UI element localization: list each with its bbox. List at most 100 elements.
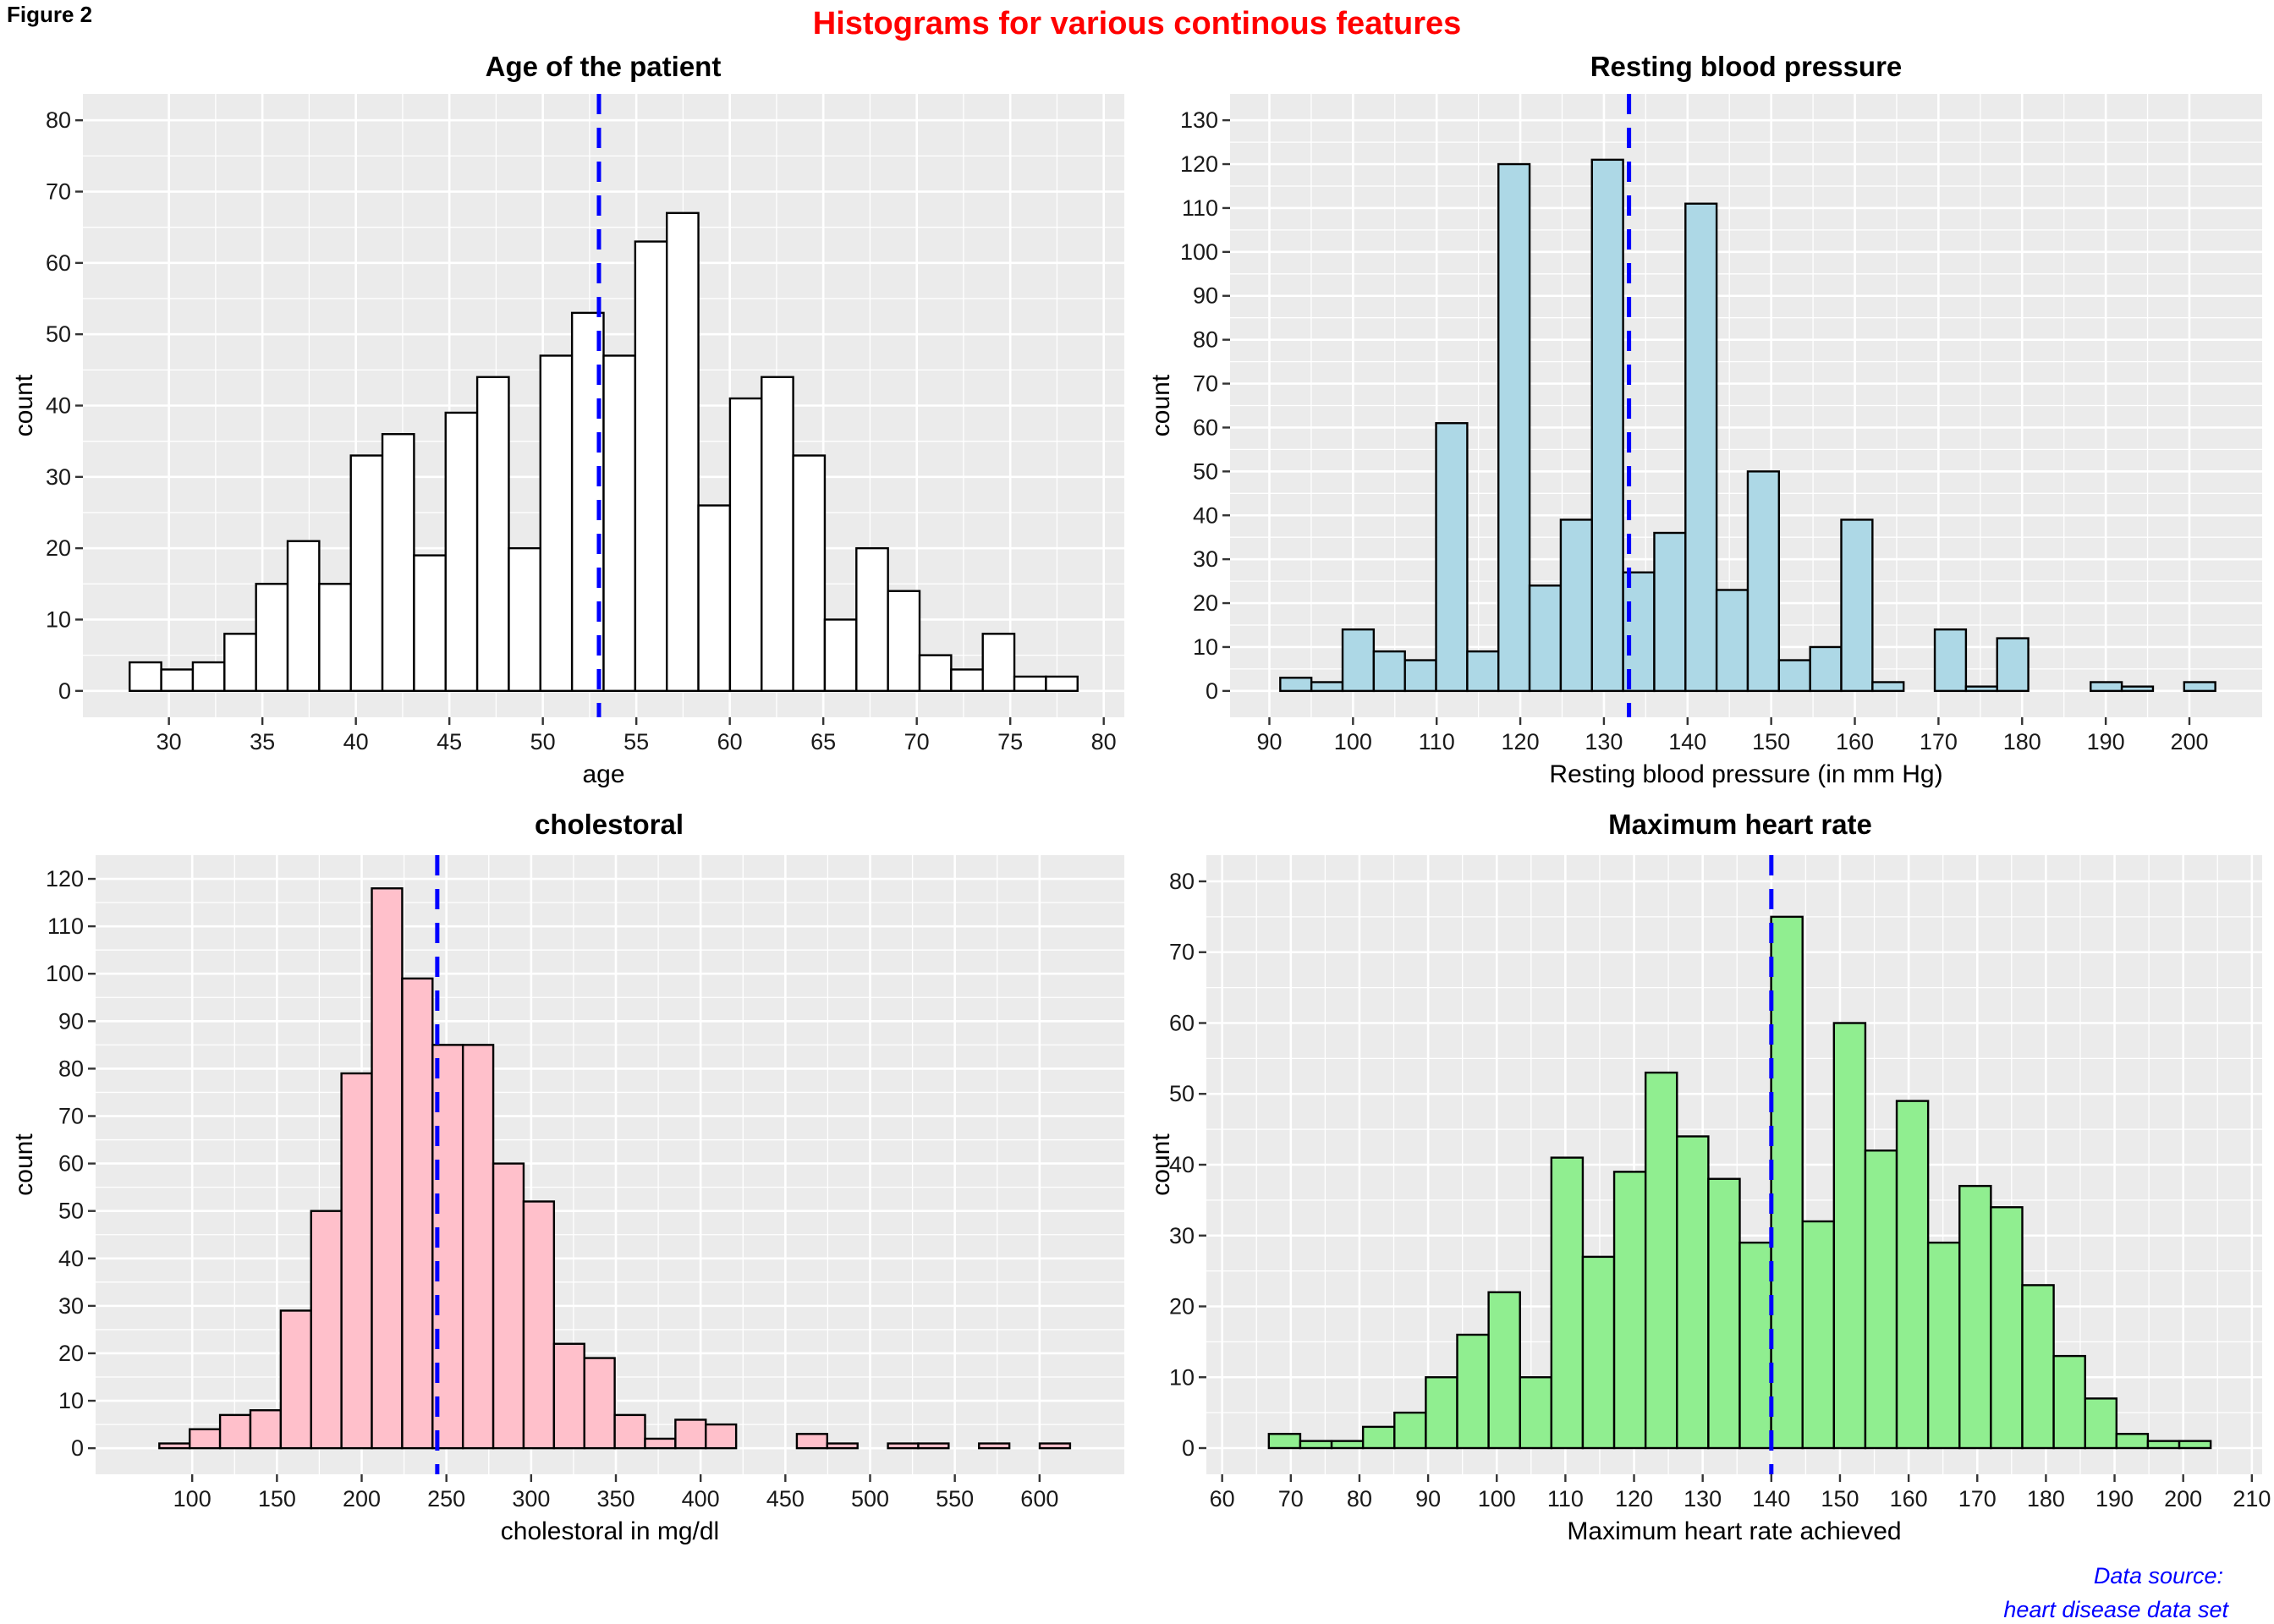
y-tick-label: 40 (1193, 502, 1218, 528)
histogram-bar (2183, 681, 2216, 693)
x-tick-label: 55 (623, 729, 649, 754)
x-tick-label: 170 (1958, 1486, 1997, 1512)
panel-title: Age of the patient (486, 51, 722, 82)
histogram-bar (2120, 685, 2155, 693)
y-tick-label: 100 (46, 961, 84, 986)
histogram-bar (1612, 1171, 1647, 1450)
histogram-bar (1487, 1291, 1521, 1450)
x-tick-label: 180 (2027, 1486, 2065, 1512)
histogram-bar (2146, 1440, 2181, 1450)
histogram-bar (1864, 1149, 1898, 1450)
y-tick-label: 40 (46, 393, 71, 419)
histogram-bar (2021, 1284, 2055, 1450)
y-tick-label: 40 (58, 1246, 84, 1271)
histogram-bar (1777, 659, 1811, 693)
histogram-bar (1341, 628, 1376, 693)
histogram-bar (1519, 1376, 1553, 1450)
histogram-bar (665, 211, 700, 692)
histogram-bar (697, 504, 732, 692)
histogram-bar (1456, 1333, 1490, 1450)
y-tick-label: 120 (46, 866, 84, 892)
histogram-bar (1361, 1425, 1396, 1450)
histogram-bar (160, 668, 195, 692)
histogram-bar (1013, 675, 1047, 692)
histogram-bar (1299, 1440, 1333, 1450)
histogram-bar (978, 1442, 1011, 1450)
histogram-bar (522, 1200, 556, 1450)
histogram-bar (644, 1437, 677, 1450)
x-tick-label: 130 (1684, 1486, 1722, 1512)
histogram-bar (792, 454, 827, 692)
histogram-bar (887, 590, 921, 692)
y-tick-label: 80 (58, 1056, 84, 1081)
y-tick-label: 130 (1180, 107, 1218, 133)
y-tick-label: 110 (1182, 195, 1218, 221)
histogram-bar (381, 433, 415, 692)
panel-title: cholestoral (535, 809, 684, 840)
histogram-bar (1990, 1206, 2024, 1450)
x-tick-label: 45 (437, 729, 462, 754)
x-tick-label: 450 (766, 1486, 805, 1512)
x-tick-label: 180 (2003, 729, 2041, 754)
x-tick-label: 90 (1256, 729, 1282, 754)
histogram-bar (1550, 1156, 1585, 1450)
histogram-bar (1964, 685, 1998, 693)
x-tick-label: 190 (2095, 1486, 2134, 1512)
y-tick-label: 30 (1193, 546, 1218, 572)
histogram-bar (1801, 1220, 1836, 1450)
x-axis-title: cholestoral in mg/dl (501, 1517, 719, 1545)
histogram-bar (158, 1442, 191, 1450)
x-tick-label: 80 (1347, 1486, 1372, 1512)
y-tick-label: 0 (58, 678, 71, 704)
bars (1267, 915, 2212, 1450)
x-axis: 100 150 200 250 300 350 400 450 500 550 600 (173, 1474, 1058, 1512)
histogram-bar (1958, 1184, 1992, 1450)
histogram-bar (795, 1433, 829, 1450)
y-tick-label: 120 (1180, 151, 1218, 177)
y-tick-label: 20 (1193, 590, 1218, 616)
caption-line-1: Data source: (2094, 1563, 2223, 1588)
y-tick-label: 90 (58, 1008, 84, 1034)
x-tick-label: 600 (1020, 1486, 1058, 1512)
histogram-bar (1684, 202, 1718, 693)
histogram-bar (1738, 1241, 1772, 1450)
histogram-bar (1045, 675, 1079, 692)
histogram-bar (1310, 681, 1344, 693)
histogram-bar (492, 1162, 525, 1450)
x-tick-label: 110 (1547, 1486, 1584, 1512)
histogram-bar (508, 546, 542, 692)
histogram-bar (1809, 645, 1843, 693)
y-tick-label: 10 (1193, 634, 1218, 660)
histogram-bar (1466, 650, 1500, 693)
x-tick-label: 120 (1502, 729, 1540, 754)
x-axis: 30 35 40 45 50 55 60 65 70 75 80 (157, 717, 1117, 754)
x-tick-label: 60 (1210, 1486, 1235, 1512)
x-tick-label: 65 (810, 729, 836, 754)
x-tick-label: 70 (1278, 1486, 1304, 1512)
histogram-bar (1926, 1241, 1961, 1450)
histogram-bar (1996, 637, 2030, 693)
x-tick-label: 120 (1615, 1486, 1653, 1512)
x-tick-label: 250 (427, 1486, 465, 1512)
y-tick-label: 110 (47, 914, 84, 939)
x-tick-label: 75 (997, 729, 1023, 754)
y-tick-label: 50 (46, 321, 71, 347)
y-tick-label: 10 (1169, 1364, 1195, 1390)
histogram-bar (1590, 158, 1624, 693)
histogram-panel-cholesterol: cholestoral 100 150 200 250 300 350 400 450 500 55… (10, 809, 1124, 1545)
histogram-bar (249, 1409, 283, 1450)
y-axis: 0 10 20 30 40 50 60 70 80 (46, 107, 83, 704)
histogram-bar (917, 1442, 950, 1450)
histogram-bar (634, 240, 668, 692)
y-tick-label: 100 (1180, 239, 1218, 265)
x-tick-label: 200 (2170, 729, 2208, 754)
histogram-bar (823, 618, 858, 692)
x-axis-title: Maximum heart rate achieved (1567, 1517, 1901, 1545)
histogram-bar (728, 397, 763, 692)
histogram-bar (340, 1072, 373, 1450)
histogram-bar (371, 887, 404, 1450)
y-tick-label: 10 (58, 1388, 84, 1413)
y-tick-label: 20 (1169, 1294, 1195, 1320)
histogram-bar (223, 633, 257, 692)
y-tick-label: 60 (46, 250, 71, 276)
